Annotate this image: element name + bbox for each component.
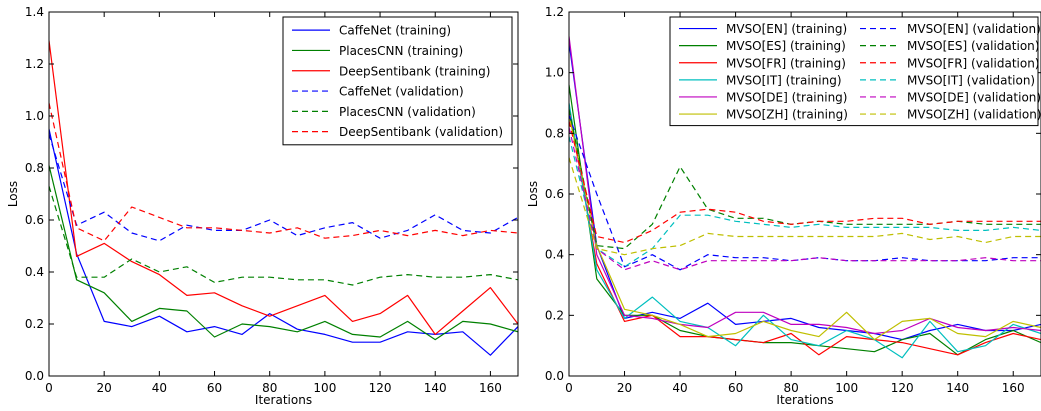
- x-axis-label: Iterations: [776, 393, 833, 407]
- y-tick-label: 0.4: [545, 248, 564, 262]
- series-line-4: [569, 36, 1041, 335]
- series-line-11: [569, 157, 1041, 256]
- legend-label-2: DeepSentibank (training): [339, 64, 490, 78]
- series-line-10: [569, 127, 1041, 271]
- legend-box: [282, 16, 513, 146]
- x-tick-label: 40: [672, 381, 687, 395]
- x-tick-label: 40: [152, 381, 167, 395]
- legend: MVSO[EN] (training) MVSO[ES] (training) MV…: [669, 16, 1041, 127]
- legend-label-1: PlacesCNN (training): [339, 44, 463, 58]
- legend: CaffeNet (training) PlacesCNN (training) D…: [282, 16, 513, 146]
- legend-label-4: MVSO[DE] (training): [726, 90, 847, 104]
- legend-label-2: MVSO[FR] (training): [726, 56, 846, 70]
- legend-label-1: MVSO[ES] (training): [726, 39, 846, 53]
- series-line-2: [49, 40, 518, 335]
- legend-label-4: PlacesCNN (validation): [339, 105, 476, 119]
- series-line-8: [569, 121, 1041, 244]
- y-tick-label: 1.2: [545, 5, 564, 19]
- legend-box: [669, 16, 1039, 127]
- series-line-5: [569, 114, 1041, 341]
- legend-label-10: MVSO[DE] (validation): [907, 90, 1041, 104]
- y-tick-label: 0.8: [545, 126, 564, 140]
- x-tick-label: 120: [369, 381, 392, 395]
- x-tick-label: 0: [565, 381, 573, 395]
- x-tick-label: 120: [891, 381, 914, 395]
- series-line-7: [569, 108, 1041, 250]
- legend-label-0: CaffeNet (training): [339, 24, 451, 38]
- legend-label-3: MVSO[IT] (training): [726, 73, 842, 87]
- series-line-4: [49, 186, 518, 286]
- y-tick-label: 0.4: [25, 265, 44, 279]
- series-line-9: [569, 136, 1041, 268]
- legend-label-5: MVSO[ZH] (training): [726, 108, 848, 122]
- x-tick-label: 100: [835, 381, 858, 395]
- y-axis-label: Loss: [6, 181, 20, 207]
- y-tick-label: 0.6: [545, 187, 564, 201]
- x-tick-label: 80: [783, 381, 798, 395]
- series-line-5: [49, 102, 518, 242]
- y-axis-label: Loss: [526, 181, 540, 207]
- y-tick-label: 0.2: [545, 308, 564, 322]
- right-chart-panel: 0 20 40 60 80 100 120 140 160 0.0 0.2 0.4 0.6 0.8 1.0 1…: [526, 5, 1041, 407]
- legend-label-0: MVSO[EN] (training): [726, 22, 847, 36]
- series-line-0: [569, 42, 1041, 341]
- legend-label-6: MVSO[EN] (validation): [907, 22, 1041, 36]
- legend-label-7: MVSO[ES] (validation): [907, 39, 1039, 53]
- series-line-2: [569, 108, 1041, 356]
- x-tick-label: 100: [313, 381, 336, 395]
- y-tick-label: 1.0: [545, 66, 564, 80]
- x-tick-label: 0: [45, 381, 53, 395]
- series-line-6: [569, 114, 1041, 271]
- series-group: [569, 36, 1041, 359]
- x-tick-label: 140: [424, 381, 447, 395]
- y-tick-label: 1.0: [25, 109, 44, 123]
- y-tick-label: 0.8: [25, 161, 44, 175]
- x-tick-label: 20: [97, 381, 112, 395]
- series-group: [49, 40, 518, 356]
- x-tick-label: 60: [207, 381, 222, 395]
- x-axis-label: Iterations: [255, 393, 312, 407]
- x-tick-label: 20: [617, 381, 632, 395]
- series-line-0: [49, 128, 518, 356]
- series-line-1: [49, 165, 518, 341]
- y-tick-label: 0.0: [25, 369, 44, 383]
- series-line-3: [49, 134, 518, 242]
- legend-label-11: MVSO[ZH] (validation): [907, 108, 1041, 122]
- y-tick-label: 0.0: [545, 369, 564, 383]
- x-tick-label: 80: [262, 381, 277, 395]
- legend-label-3: CaffeNet (validation): [339, 85, 464, 99]
- y-tick-label: 0.2: [25, 317, 44, 331]
- y-tick-label: 1.4: [25, 5, 44, 19]
- x-tick-label: 160: [479, 381, 502, 395]
- legend-label-5: DeepSentibank (validation): [339, 125, 503, 139]
- x-tick-label: 60: [728, 381, 743, 395]
- x-tick-label: 140: [946, 381, 969, 395]
- plot-frame: [48, 11, 519, 377]
- legend-label-9: MVSO[IT] (validation): [907, 73, 1035, 87]
- x-tick-label: 160: [1002, 381, 1025, 395]
- legend-label-8: MVSO[FR] (validation): [907, 56, 1040, 70]
- left-chart-panel: 0 20 40 60 80 100 120 140 160 0.0 0.2 0.4 0.6 0.8 1.0 1…: [6, 5, 519, 407]
- y-tick-label: 1.2: [25, 57, 44, 71]
- y-tick-label: 0.6: [25, 213, 44, 227]
- series-line-3: [569, 102, 1041, 359]
